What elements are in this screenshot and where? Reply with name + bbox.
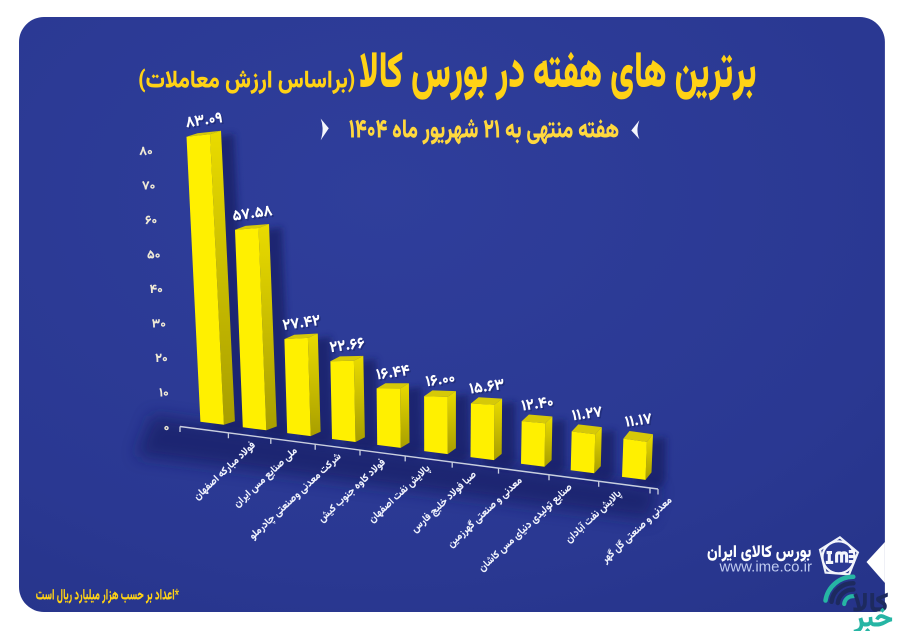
svg-text:www.ime.co.ir: www.ime.co.ir <box>718 559 812 576</box>
